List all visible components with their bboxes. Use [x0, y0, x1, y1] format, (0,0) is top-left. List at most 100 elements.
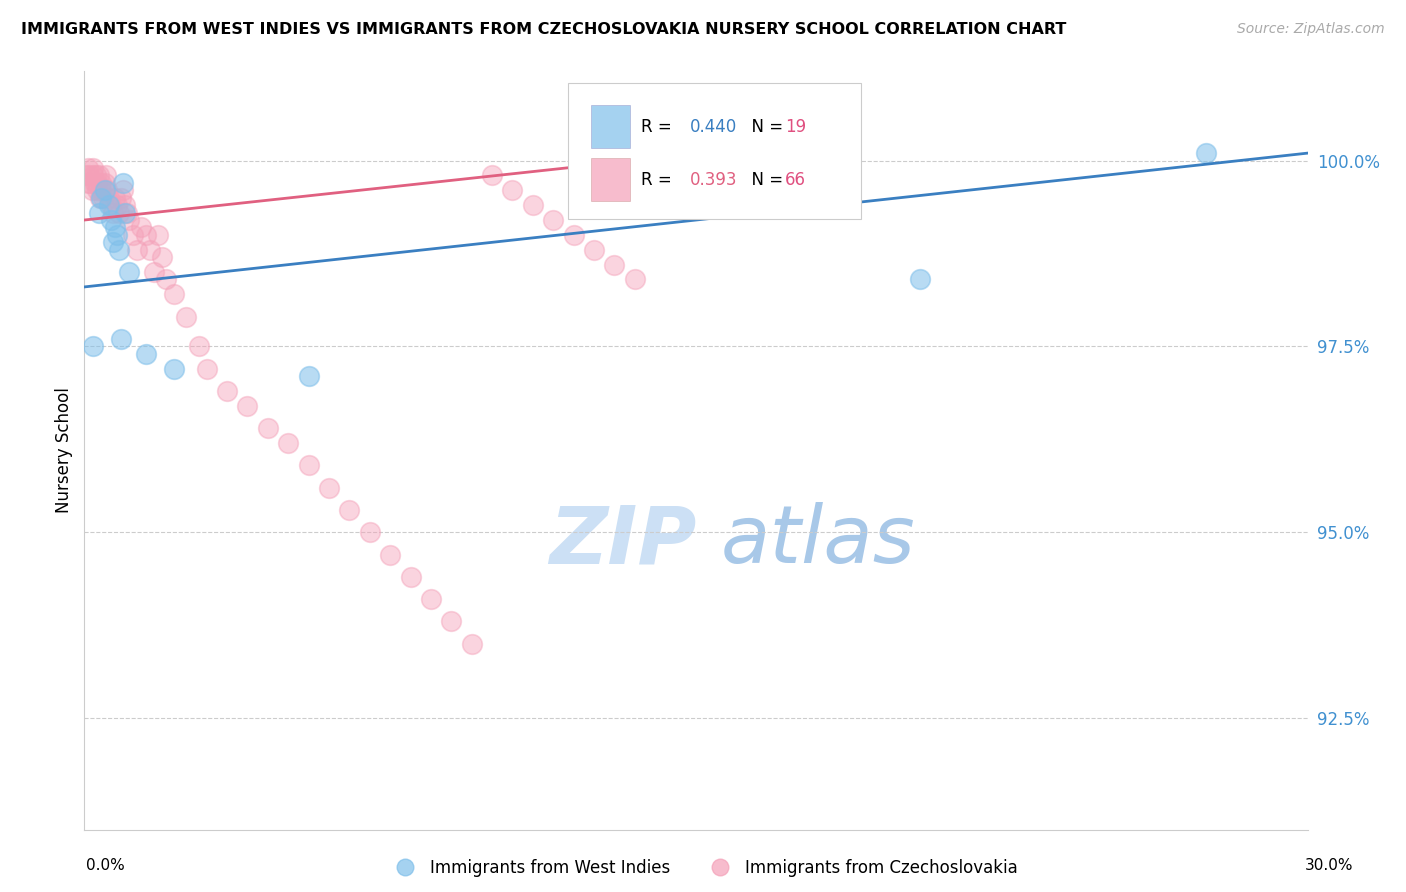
Legend: Immigrants from West Indies, Immigrants from Czechoslovakia: Immigrants from West Indies, Immigrants … — [381, 853, 1025, 884]
Text: R =: R = — [641, 170, 676, 189]
Point — [624, 272, 647, 286]
FancyBboxPatch shape — [591, 158, 630, 201]
Point — [399, 570, 422, 584]
Point — [76, 176, 98, 190]
Point — [127, 243, 149, 257]
Point — [97, 198, 120, 212]
Point — [142, 265, 165, 279]
Point — [112, 183, 135, 197]
Point — [89, 191, 111, 205]
FancyBboxPatch shape — [591, 104, 630, 148]
Point — [114, 205, 136, 219]
Point — [163, 287, 186, 301]
Point — [122, 227, 145, 242]
Point — [1195, 146, 1218, 161]
Point — [318, 481, 340, 495]
Point — [543, 213, 565, 227]
Text: R =: R = — [641, 118, 676, 136]
FancyBboxPatch shape — [568, 83, 860, 219]
Text: IMMIGRANTS FROM WEST INDIES VS IMMIGRANTS FROM CZECHOSLOVAKIA NURSERY SCHOOL COR: IMMIGRANTS FROM WEST INDIES VS IMMIGRANT… — [21, 22, 1067, 37]
Point — [118, 265, 141, 279]
Text: atlas: atlas — [720, 502, 915, 581]
Point — [86, 176, 108, 190]
Text: N =: N = — [741, 170, 789, 189]
Point — [562, 227, 585, 242]
Point — [195, 361, 218, 376]
Text: 0.440: 0.440 — [690, 118, 737, 136]
Point — [75, 169, 97, 183]
Point — [110, 332, 132, 346]
Point — [135, 227, 157, 242]
Point — [277, 436, 299, 450]
Point — [108, 205, 131, 219]
Point — [77, 161, 100, 175]
Text: Source: ZipAtlas.com: Source: ZipAtlas.com — [1237, 22, 1385, 37]
Point — [420, 592, 443, 607]
Point — [90, 191, 112, 205]
Point — [502, 183, 524, 197]
Point — [96, 183, 118, 197]
Point — [522, 198, 544, 212]
Point — [80, 183, 103, 197]
Point — [131, 220, 153, 235]
Point — [440, 615, 463, 629]
Point — [257, 421, 280, 435]
Point — [359, 525, 381, 540]
Point — [91, 191, 114, 205]
Point — [380, 548, 402, 562]
Point — [163, 361, 186, 376]
Point — [155, 272, 177, 286]
Point — [138, 243, 160, 257]
Point — [217, 384, 239, 398]
Point — [104, 220, 127, 235]
Point — [461, 637, 484, 651]
Point — [187, 339, 209, 353]
Text: 0.393: 0.393 — [690, 170, 737, 189]
Point — [97, 191, 120, 205]
Point — [910, 272, 932, 286]
Text: N =: N = — [741, 118, 789, 136]
Point — [112, 176, 135, 190]
Point — [79, 176, 101, 190]
Point — [114, 198, 136, 212]
Point — [105, 227, 128, 242]
Text: 0.0%: 0.0% — [86, 858, 125, 872]
Point — [86, 183, 108, 197]
Point — [101, 205, 124, 219]
Point — [603, 258, 626, 272]
Point — [135, 347, 157, 361]
Text: ZIP: ZIP — [550, 502, 696, 581]
Point — [236, 399, 259, 413]
Point — [87, 169, 110, 183]
Point — [93, 183, 115, 197]
Text: 66: 66 — [786, 170, 806, 189]
Point — [104, 191, 127, 205]
Point — [298, 369, 321, 384]
Point — [118, 213, 141, 227]
Point — [90, 176, 112, 190]
Point — [298, 458, 321, 473]
Point — [146, 227, 169, 242]
Point — [110, 191, 132, 205]
Point — [84, 169, 107, 183]
Point — [100, 213, 122, 227]
Point — [82, 161, 104, 175]
Point — [339, 503, 361, 517]
Point — [82, 339, 104, 353]
Point — [583, 243, 606, 257]
Point — [87, 205, 110, 219]
Point — [108, 243, 131, 257]
Point — [94, 169, 117, 183]
Point — [93, 176, 115, 190]
Point — [105, 198, 128, 212]
Y-axis label: Nursery School: Nursery School — [55, 387, 73, 514]
Point — [150, 250, 173, 264]
Point — [481, 169, 503, 183]
Point — [115, 205, 138, 219]
Point — [174, 310, 197, 324]
Text: 19: 19 — [786, 118, 807, 136]
Point — [90, 183, 112, 197]
Point — [83, 176, 105, 190]
Point — [101, 235, 124, 250]
Point — [100, 198, 122, 212]
